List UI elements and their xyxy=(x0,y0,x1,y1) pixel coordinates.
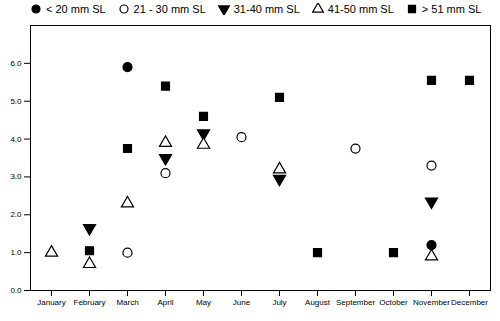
svg-text:April: April xyxy=(157,298,173,307)
html-text:41-50 mm SL: 41-50 mm SL xyxy=(327,3,394,15)
svg-text:February: February xyxy=(73,298,105,307)
svg-text:October: October xyxy=(379,298,408,307)
svg-text:3.0: 3.0 xyxy=(10,172,22,181)
svg-text:May: May xyxy=(196,298,211,307)
svg-text:December: December xyxy=(451,298,488,307)
svg-text:March: March xyxy=(116,298,138,307)
svg-text:January: January xyxy=(37,298,65,307)
svg-text:August: August xyxy=(305,298,331,307)
html-text:> 51 mm SL: > 51 mm SL xyxy=(421,3,482,15)
svg-text:6.0: 6.0 xyxy=(10,59,22,68)
html-text:31-40 mm SL: 31-40 mm SL xyxy=(233,3,300,15)
svg-text:5.0: 5.0 xyxy=(10,97,22,106)
svg-text:2.0: 2.0 xyxy=(10,210,22,219)
svg-text:November: November xyxy=(413,298,450,307)
svg-text:July: July xyxy=(272,298,286,307)
html-text:< 20 mm SL: < 20 mm SL xyxy=(46,3,106,15)
svg-text:September: September xyxy=(336,298,375,307)
svg-text:0.0: 0.0 xyxy=(10,286,22,295)
svg-text:June: June xyxy=(233,298,251,307)
html-text:21 - 30 mm SL: 21 - 30 mm SL xyxy=(133,3,206,15)
svg-text:1.0: 1.0 xyxy=(10,248,22,257)
svg-text:4.0: 4.0 xyxy=(10,135,22,144)
